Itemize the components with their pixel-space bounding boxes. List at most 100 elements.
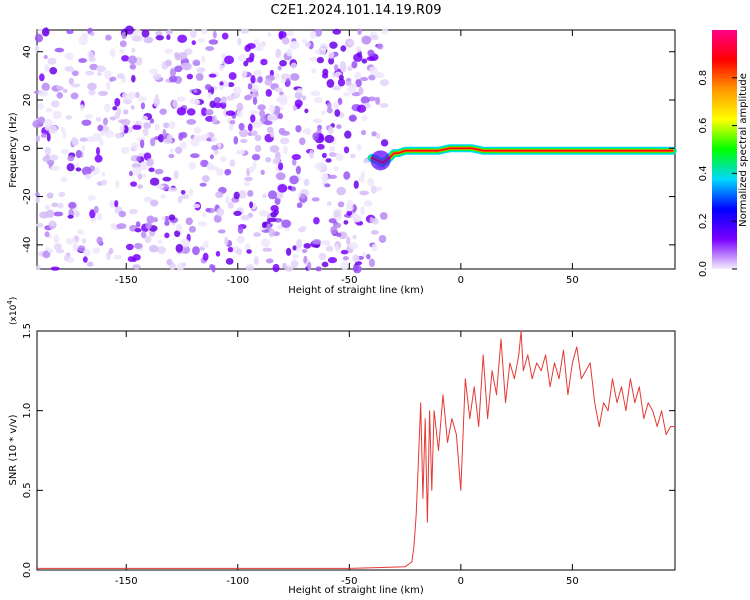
noise-speck xyxy=(155,31,163,36)
noise-speck xyxy=(354,71,362,81)
noise-speck xyxy=(332,85,342,91)
noise-speck xyxy=(355,46,362,53)
noise-speck xyxy=(142,173,147,179)
noise-speck xyxy=(49,67,58,75)
noise-speck xyxy=(356,104,367,113)
noise-speck xyxy=(347,65,353,72)
noise-speck xyxy=(290,259,299,269)
snr-series-line xyxy=(37,330,675,569)
noise-speck xyxy=(237,37,242,46)
spectrogram-x-tick-label: -50 xyxy=(341,275,357,286)
noise-speck xyxy=(348,242,359,250)
noise-speck xyxy=(188,225,197,233)
noise-speck xyxy=(338,74,344,81)
noise-speck xyxy=(67,214,74,219)
noise-speck xyxy=(277,184,288,193)
noise-speck xyxy=(286,247,292,256)
noise-speck xyxy=(53,211,64,217)
noise-speck xyxy=(358,176,365,183)
snr-multiplier-close: ) xyxy=(9,297,19,301)
noise-speck xyxy=(303,178,310,187)
noise-speck xyxy=(163,122,170,129)
noise-speck xyxy=(312,239,322,245)
noise-speck xyxy=(40,132,47,138)
colorbar-tick-label: 0.8 xyxy=(698,70,709,86)
noise-speck xyxy=(225,195,231,205)
noise-speck xyxy=(44,64,50,72)
noise-speck xyxy=(343,146,350,154)
spectrogram-x-label: Height of straight line (km) xyxy=(288,285,424,296)
noise-speck xyxy=(154,168,164,175)
noise-speck xyxy=(114,111,121,120)
noise-speck xyxy=(112,106,118,111)
noise-speck xyxy=(326,79,335,88)
noise-speck xyxy=(253,256,259,266)
noise-speck xyxy=(252,96,258,105)
noise-speck xyxy=(238,122,245,131)
noise-speck xyxy=(166,134,173,140)
noise-speck xyxy=(313,217,320,225)
noise-speck xyxy=(320,240,331,246)
noise-speck xyxy=(135,221,141,228)
noise-speck xyxy=(143,36,154,44)
noise-speck xyxy=(195,73,204,81)
noise-speck xyxy=(272,157,281,165)
noise-speck xyxy=(64,66,75,72)
noise-speck xyxy=(89,63,99,71)
colorbar: 0.0 0.2 0.4 0.6 0.8 Normalized spectral ampl… xyxy=(698,30,749,277)
noise-speck xyxy=(219,156,227,163)
noise-speck xyxy=(250,75,256,84)
noise-speck xyxy=(287,30,294,37)
noise-speck xyxy=(132,124,142,130)
noise-speck xyxy=(75,167,82,172)
noise-speck xyxy=(77,245,86,252)
noise-speck xyxy=(328,57,335,65)
noise-speck xyxy=(71,136,78,146)
noise-speck xyxy=(215,191,224,199)
noise-speck xyxy=(193,61,201,66)
noise-speck xyxy=(345,80,352,86)
noise-speck xyxy=(371,243,378,252)
noise-speck xyxy=(243,181,251,187)
noise-speck xyxy=(188,188,194,197)
noise-speck xyxy=(361,35,372,45)
noise-speck xyxy=(316,143,325,150)
noise-speck xyxy=(248,110,259,115)
noise-speck xyxy=(225,257,234,265)
noise-speck xyxy=(48,154,59,161)
noise-speck xyxy=(247,123,253,132)
noise-speck xyxy=(240,139,248,144)
noise-speck xyxy=(311,197,320,202)
noise-speck xyxy=(153,216,158,223)
noise-speck xyxy=(215,250,221,257)
noise-speck xyxy=(116,73,125,79)
noise-speck xyxy=(121,31,127,40)
noise-speck xyxy=(346,200,354,209)
signal-trace xyxy=(370,147,674,164)
snr-panel: -150 -100 -50 0 50 0.0 0.5 1.0 1.5 Height of str… xyxy=(6,297,676,596)
noise-speck xyxy=(340,261,349,271)
noise-speck xyxy=(96,71,102,77)
noise-speck xyxy=(168,153,175,159)
noise-speck xyxy=(375,96,381,105)
noise-speck xyxy=(374,72,385,79)
noise-speck xyxy=(348,114,357,122)
noise-speck xyxy=(103,117,109,126)
noise-speck xyxy=(275,172,286,181)
noise-speck xyxy=(92,246,101,254)
noise-speck xyxy=(233,191,240,200)
noise-speck xyxy=(104,70,112,80)
noise-speck xyxy=(334,109,341,117)
noise-speck xyxy=(233,86,242,95)
noise-speck xyxy=(380,139,389,147)
noise-speck xyxy=(213,214,222,223)
signal-onset-blob xyxy=(370,150,391,171)
noise-speck xyxy=(235,149,246,155)
noise-speck xyxy=(350,153,356,159)
noise-speck xyxy=(94,167,100,175)
noise-speck xyxy=(173,170,179,180)
noise-speck xyxy=(132,35,142,42)
noise-speck xyxy=(253,232,261,237)
noise-speck xyxy=(281,36,290,45)
noise-speck xyxy=(308,149,315,159)
